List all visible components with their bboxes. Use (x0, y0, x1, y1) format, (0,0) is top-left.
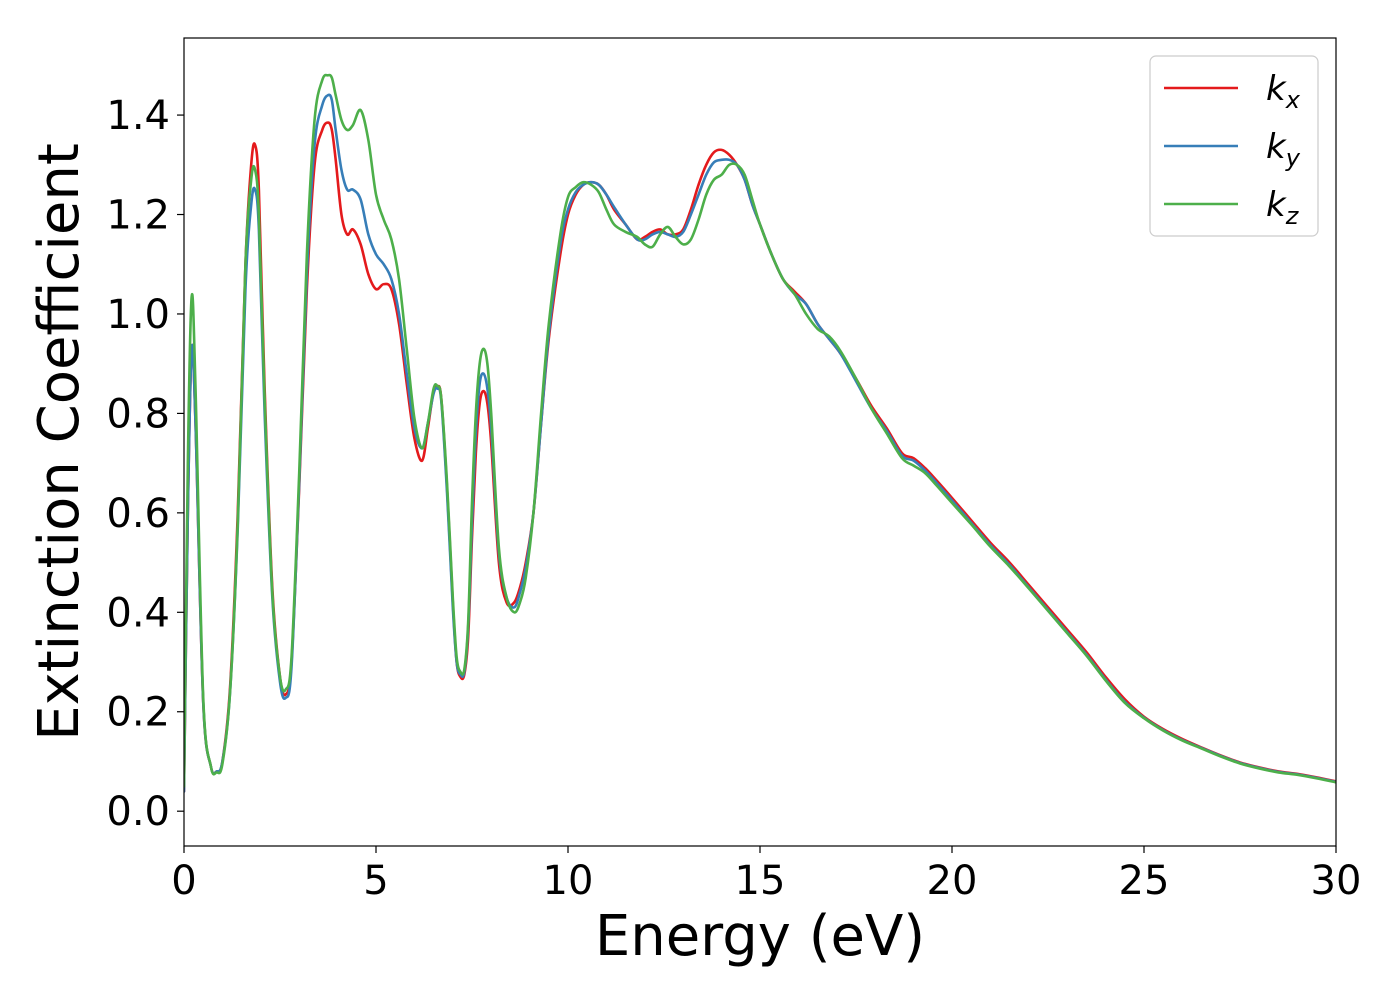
y-tick-label: 0.4 (106, 590, 170, 636)
x-tick-label: 20 (927, 858, 978, 904)
legend-label-x: kx (1266, 69, 1301, 114)
legend-label-sub: y (1285, 144, 1301, 172)
y-tick-label: 1.0 (106, 292, 170, 338)
x-tick-label: 15 (735, 858, 786, 904)
y-tick-label: 0.8 (106, 391, 170, 437)
y-tick-label: 1.4 (106, 93, 170, 139)
y-tick-label: 0.0 (106, 789, 170, 835)
x-axis-title: Energy (eV) (595, 904, 925, 969)
legend-label-main: k (1266, 185, 1287, 225)
legend-label-main: k (1266, 127, 1287, 167)
x-axis-ticks: 0 5 10 15 20 25 30 (171, 846, 1361, 904)
y-axis-title: Extinction Coefficient (27, 143, 92, 741)
x-tick-label: 25 (1119, 858, 1170, 904)
x-tick-label: 30 (1311, 858, 1362, 904)
legend-label-sub: x (1285, 86, 1301, 114)
legend-label-main: k (1266, 69, 1287, 109)
x-tick-label: 5 (363, 858, 388, 904)
legend-label-z: kz (1266, 185, 1300, 230)
y-tick-label: 1.2 (106, 193, 170, 239)
series-layer (184, 73, 1336, 793)
y-tick-label: 0.2 (106, 690, 170, 736)
y-axis-ticks: 0.0 0.2 0.4 0.6 0.8 1.0 1.2 1.4 (106, 93, 184, 835)
x-tick-label: 0 (171, 858, 196, 904)
series-line-z (184, 73, 1336, 788)
legend-label-sub: z (1285, 202, 1300, 230)
legend-label-y: ky (1266, 127, 1301, 172)
y-tick-label: 0.6 (106, 491, 170, 537)
x-tick-label: 10 (543, 858, 594, 904)
